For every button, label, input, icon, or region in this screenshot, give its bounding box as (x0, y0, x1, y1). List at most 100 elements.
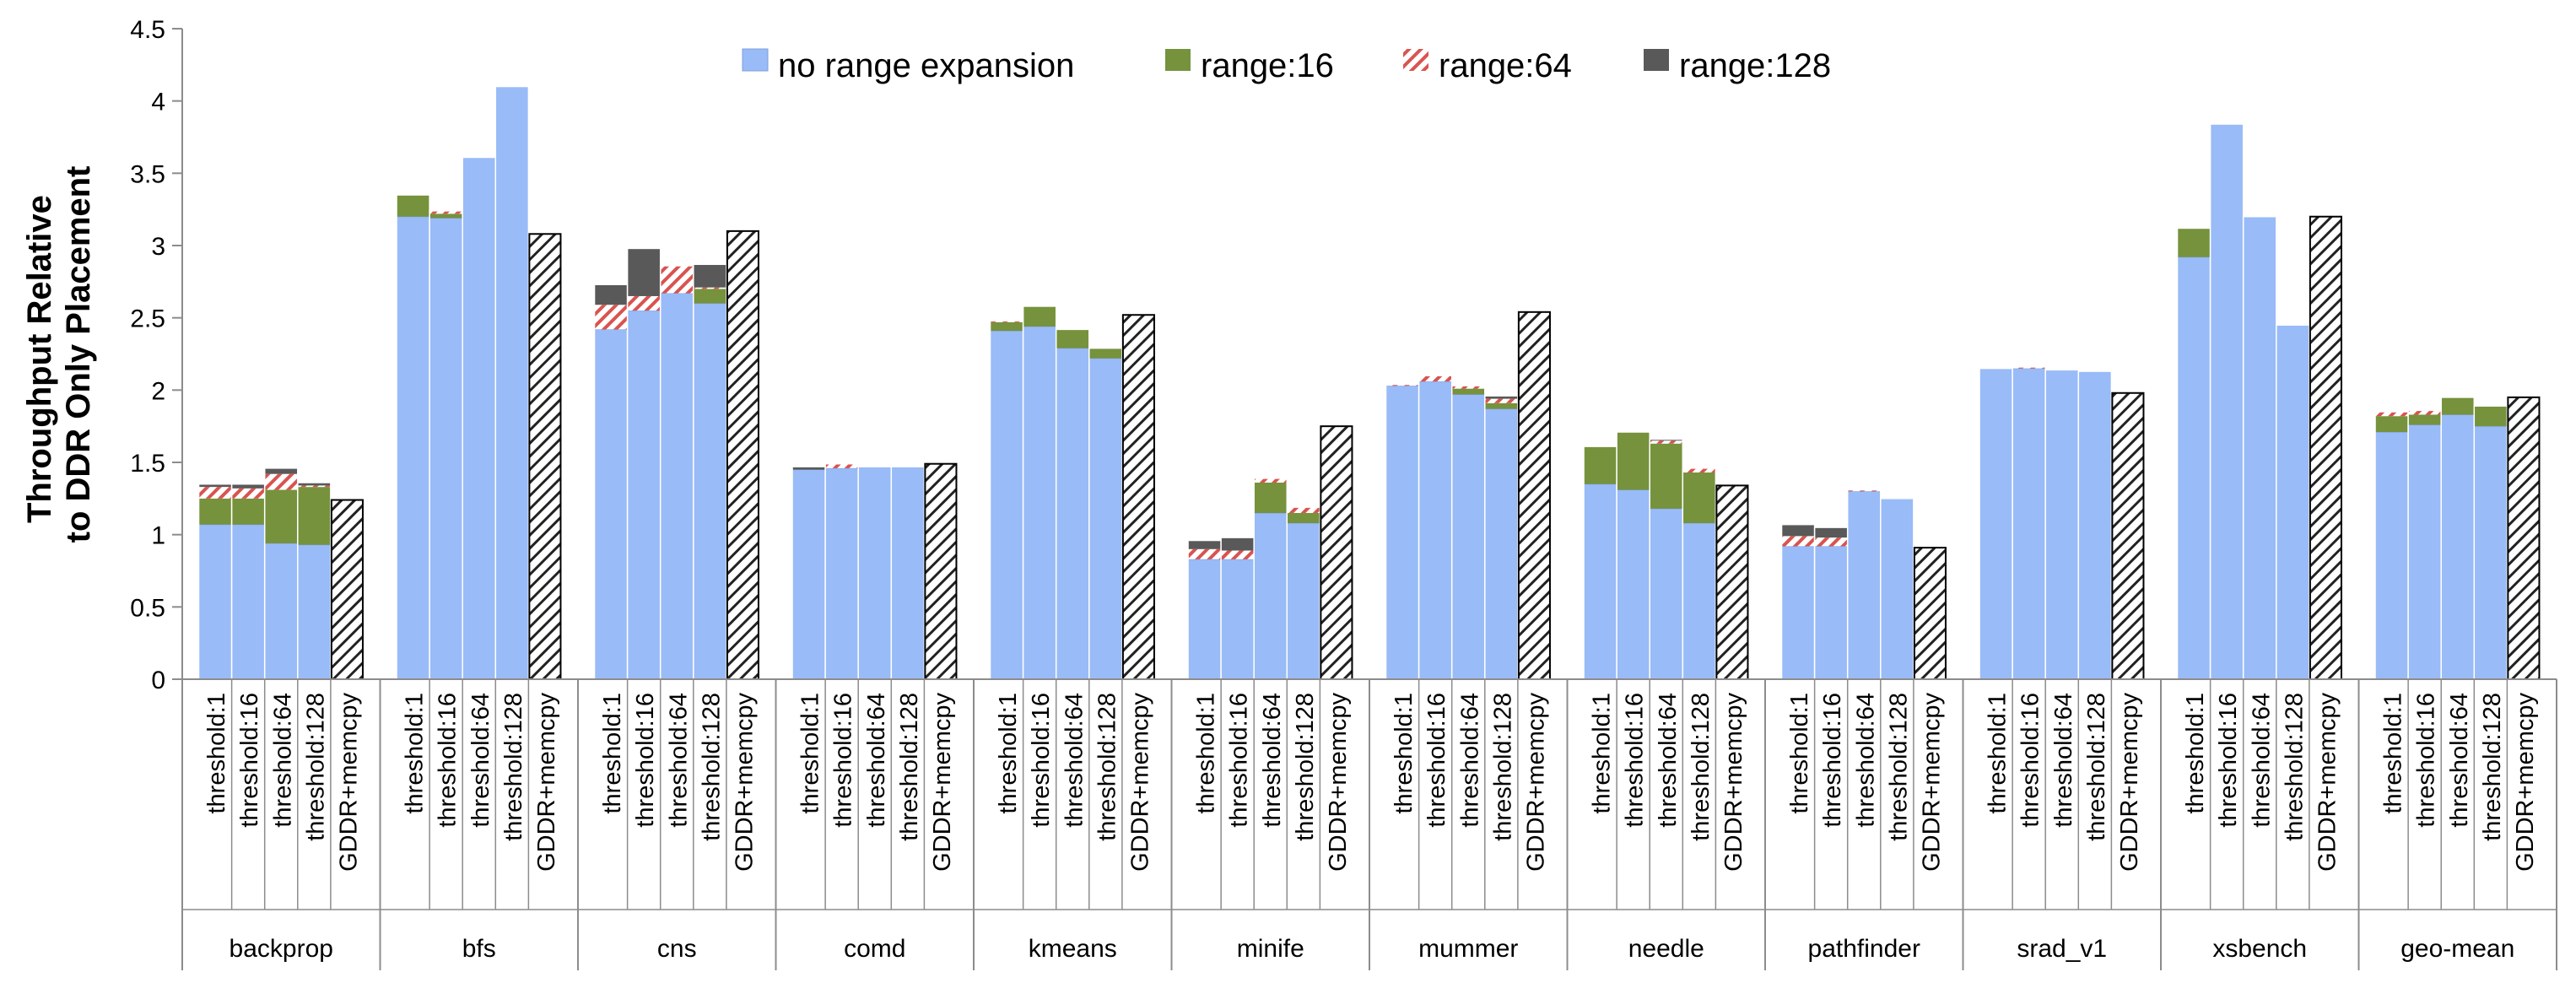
bar-segment (1451, 386, 1485, 389)
legend-label: range:128 (1679, 47, 1831, 84)
bar-segment (1385, 384, 1419, 386)
x-bar-label: threshold:128 (1688, 693, 1715, 841)
x-bar-label: threshold:128 (896, 693, 923, 841)
bar-segment (693, 289, 726, 304)
bar-segment (264, 489, 298, 543)
x-group-label: backprop (230, 935, 333, 963)
bar-segment (1484, 396, 1518, 399)
x-bar-label: threshold:16 (1226, 693, 1253, 828)
bar-gddr-memcpy (1320, 425, 1353, 680)
bar-segment (1650, 439, 1683, 441)
bar-segment (1254, 478, 1288, 483)
bar-segment (198, 487, 232, 499)
y-axis-title-line-2: to DDR Only Placement (60, 166, 97, 543)
y-tick-label: 0 (151, 667, 165, 694)
bar-segment (1814, 527, 1848, 538)
bar-segment (297, 485, 331, 488)
x-bar-label: threshold:64 (269, 693, 296, 828)
legend-label: no range expansion (778, 47, 1074, 84)
x-bar-label: GDDR+memcpy (1126, 693, 1153, 872)
x-bar-label: threshold:64 (665, 693, 692, 828)
bar-segment (1221, 550, 1255, 559)
y-tick-label: 2.5 (130, 305, 165, 333)
x-group-label: pathfinder (1808, 935, 1920, 963)
x-bar-label: threshold:128 (2479, 693, 2506, 841)
bar-segment (1979, 368, 2013, 680)
bar-segment (429, 210, 463, 214)
bar-segment (1088, 358, 1123, 680)
x-bar-label: threshold:16 (830, 693, 857, 828)
bar-segment (1188, 540, 1222, 549)
bar-segment (1023, 326, 1057, 680)
bar-segment (693, 287, 726, 289)
bar-segment (1781, 545, 1816, 680)
bar-segment (1385, 385, 1420, 680)
x-bar-label: threshold:16 (632, 693, 659, 828)
bar-gddr-memcpy (1913, 547, 1947, 680)
bar-segment (1188, 548, 1222, 559)
bar-segment (396, 216, 430, 680)
bar-segment (2177, 256, 2211, 680)
bar-gddr-memcpy (2111, 392, 2145, 680)
bar-segment (1617, 432, 1650, 490)
x-bar-label: threshold:1 (1985, 693, 2012, 814)
bar-segment (1814, 537, 1848, 547)
x-bar-label: GDDR+memcpy (1918, 693, 1945, 872)
x-bar-label: threshold:16 (1423, 693, 1450, 828)
bar-gddr-memcpy (1715, 484, 1749, 680)
bar-segment (1880, 498, 1914, 680)
bar-segment (2374, 431, 2409, 680)
x-bar-label: threshold:1 (1589, 693, 1616, 814)
bar-segment (1088, 348, 1122, 359)
x-group-label: bfs (462, 935, 496, 963)
x-bar-label: GDDR+memcpy (2116, 693, 2143, 872)
y-tick-label: 2 (151, 377, 165, 405)
x-bar-label: threshold:1 (1391, 693, 1418, 814)
x-bar-label: threshold:1 (797, 693, 824, 814)
bar-gddr-memcpy (924, 462, 958, 680)
bar-segment (791, 469, 826, 680)
bar-segment (1187, 559, 1222, 680)
x-bar-label: threshold:1 (1786, 693, 1813, 814)
legend-swatch (1403, 49, 1428, 71)
x-bar-label: threshold:64 (863, 693, 890, 828)
bar-segment (627, 248, 661, 296)
bar-segment (824, 467, 859, 680)
y-axis-title-line-1: Throughput Relative (21, 195, 58, 523)
bar-segment (2012, 368, 2046, 680)
bar-segment (198, 524, 233, 680)
y-axis-layer: 0 0.5 1 1.5 2 2.5 3 3.5 4 4.5 (130, 16, 183, 694)
bar-segment (1418, 375, 1452, 382)
x-bar-label: threshold:16 (236, 693, 263, 828)
x-bar-label: threshold:128 (1885, 693, 1912, 841)
bar-segment (1023, 305, 1056, 327)
x-group-label: mummer (1418, 935, 1518, 963)
bar-segment (594, 284, 628, 305)
bar-segment (2441, 397, 2475, 415)
bar-segment (1616, 489, 1650, 680)
bar-segment (1484, 398, 1518, 403)
bar-segment (1221, 537, 1255, 551)
legend-label: range:64 (1439, 47, 1572, 84)
bar-gddr-memcpy (330, 499, 364, 681)
bar-segment (198, 498, 232, 525)
bar-segment (857, 466, 892, 680)
bar-segment (2044, 369, 2079, 680)
bar-segment (660, 265, 694, 294)
bar-segment (1847, 490, 1882, 680)
bar-segment (1418, 381, 1453, 680)
y-tick-label: 1.5 (130, 450, 165, 478)
x-bar-label: threshold:64 (2248, 693, 2275, 828)
x-group-label: needle (1628, 935, 1704, 963)
x-group-label: geo-mean (2400, 935, 2514, 963)
x-bar-label: threshold:64 (467, 693, 494, 828)
bar-segment (1682, 522, 1716, 680)
bar-segment (429, 213, 463, 219)
bar-segment (462, 156, 496, 680)
x-bar-label: threshold:128 (698, 693, 725, 841)
x-bar-label: threshold:1 (2182, 693, 2209, 814)
bar-segment (2375, 416, 2409, 433)
bar-segment (594, 328, 629, 680)
x-bar-label: GDDR+memcpy (1522, 693, 1549, 872)
